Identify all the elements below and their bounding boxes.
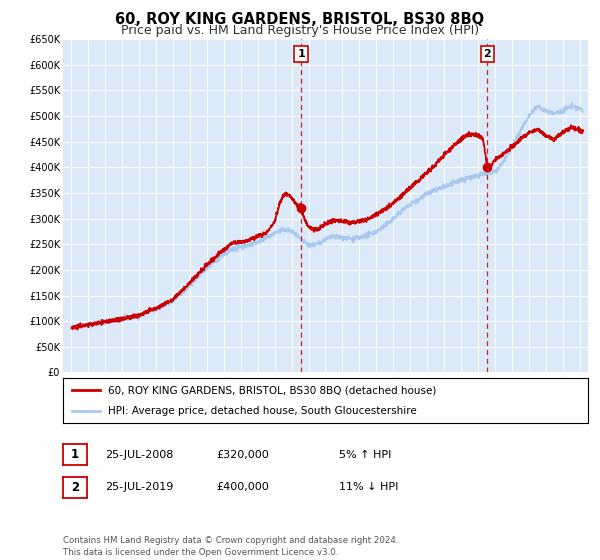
Text: Price paid vs. HM Land Registry's House Price Index (HPI): Price paid vs. HM Land Registry's House … [121,24,479,37]
Text: £400,000: £400,000 [216,482,269,492]
Text: 2: 2 [71,480,79,494]
Text: Contains HM Land Registry data © Crown copyright and database right 2024.
This d: Contains HM Land Registry data © Crown c… [63,536,398,557]
Text: 2: 2 [484,49,491,59]
Text: 1: 1 [297,49,305,59]
Text: 1: 1 [71,448,79,461]
Text: 60, ROY KING GARDENS, BRISTOL, BS30 8BQ (detached house): 60, ROY KING GARDENS, BRISTOL, BS30 8BQ … [107,385,436,395]
Text: 25-JUL-2008: 25-JUL-2008 [105,450,173,460]
Text: £320,000: £320,000 [216,450,269,460]
Text: 11% ↓ HPI: 11% ↓ HPI [339,482,398,492]
Text: HPI: Average price, detached house, South Gloucestershire: HPI: Average price, detached house, Sout… [107,405,416,416]
Text: 5% ↑ HPI: 5% ↑ HPI [339,450,391,460]
Text: 60, ROY KING GARDENS, BRISTOL, BS30 8BQ: 60, ROY KING GARDENS, BRISTOL, BS30 8BQ [115,12,485,27]
Text: 25-JUL-2019: 25-JUL-2019 [105,482,173,492]
